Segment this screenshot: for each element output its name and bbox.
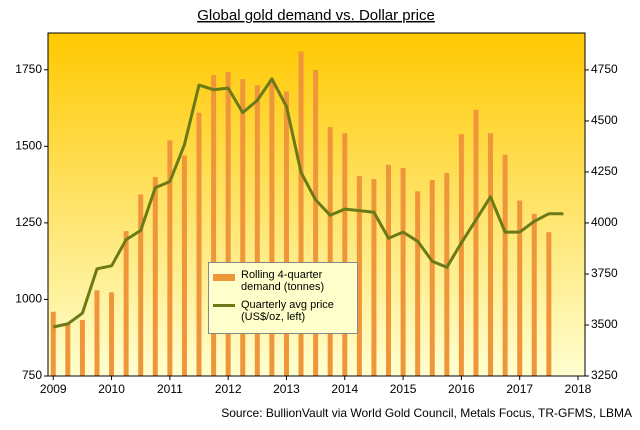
y2-tick-label: 4250 — [591, 164, 618, 178]
bar — [167, 140, 173, 376]
bar — [211, 75, 217, 376]
price-line — [52, 77, 564, 329]
bar — [415, 191, 421, 376]
bar — [342, 133, 348, 376]
bar — [488, 133, 494, 376]
y2-tick-label: 4750 — [591, 62, 618, 76]
bar — [65, 323, 71, 376]
legend-item: Rolling 4-quarter demand (tonnes) — [213, 269, 353, 293]
y-tick-label: 1750 — [15, 62, 42, 76]
legend-item: Quarterly avg price (US$/oz, left) — [213, 299, 353, 323]
x-tick-label: 2014 — [331, 382, 358, 396]
plot-border — [47, 32, 586, 377]
bar — [138, 194, 144, 376]
bar — [327, 127, 333, 376]
bar — [444, 172, 450, 376]
bar — [371, 179, 377, 376]
bar — [458, 134, 464, 376]
bar — [313, 69, 319, 376]
bar — [254, 85, 260, 377]
bar — [109, 292, 115, 376]
x-tick-label: 2015 — [390, 382, 417, 396]
y2-tick-label: 4500 — [591, 113, 618, 127]
legend-label: Quarterly avg price (US$/oz, left) — [241, 299, 334, 323]
bar — [386, 164, 392, 376]
x-tick-label: 2011 — [157, 382, 183, 396]
x-tick-label: 2009 — [40, 382, 67, 396]
bar — [94, 290, 100, 376]
bar — [283, 91, 289, 376]
bar — [429, 180, 435, 376]
y2-tick-label: 3750 — [591, 266, 618, 280]
x-tick-label: 2017 — [506, 382, 533, 396]
bar — [50, 311, 56, 376]
x-tick-label: 2012 — [215, 382, 242, 396]
bar — [400, 167, 406, 376]
bar — [298, 51, 304, 376]
legend-swatch — [213, 304, 235, 307]
bar — [356, 176, 362, 376]
bar — [123, 231, 129, 376]
bar — [152, 177, 158, 376]
x-tick-label: 2016 — [448, 382, 475, 396]
source: Source: BullionVault via World Gold Coun… — [221, 406, 632, 420]
legend-swatch — [213, 274, 235, 281]
bar — [196, 112, 202, 376]
bar — [240, 79, 246, 376]
bar — [531, 213, 537, 376]
bar — [517, 200, 523, 376]
y2-tick-label: 4000 — [591, 215, 618, 229]
y-tick-label: 1000 — [15, 292, 42, 306]
x-tick-label: 2018 — [565, 382, 592, 396]
y-tick-label: 750 — [22, 368, 42, 382]
y2-tick-label: 3250 — [591, 368, 618, 382]
bar — [79, 319, 85, 376]
legend: Rolling 4-quarter demand (tonnes) Quarte… — [208, 262, 358, 334]
bar — [181, 155, 187, 376]
bar — [546, 232, 552, 376]
chart-title: Global gold demand vs. Dollar price — [197, 7, 435, 24]
x-tick-label: 2010 — [98, 382, 125, 396]
y-tick-label: 1250 — [15, 215, 42, 229]
bar — [473, 109, 479, 376]
y2-tick-label: 3500 — [591, 317, 618, 331]
bar — [225, 71, 231, 377]
bar — [269, 79, 275, 376]
bar — [502, 154, 508, 376]
y-tick-label: 1500 — [15, 138, 42, 152]
x-tick-label: 2013 — [273, 382, 300, 396]
legend-label: Rolling 4-quarter demand (tonnes) — [241, 269, 325, 293]
